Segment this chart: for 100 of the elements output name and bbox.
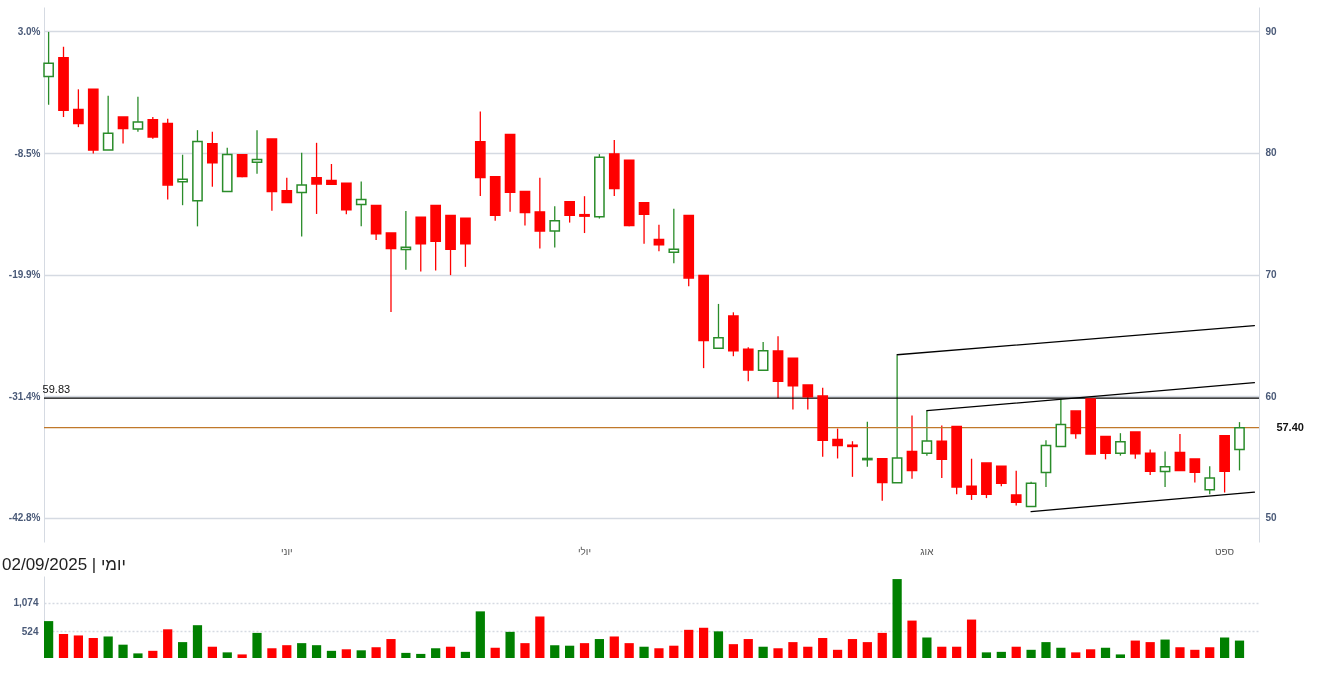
bar — [758, 646, 768, 658]
bar — [1041, 642, 1051, 658]
candlestick — [1129, 431, 1141, 460]
bar — [1130, 640, 1140, 658]
bar — [222, 652, 232, 658]
x-tick-label: אוג — [920, 545, 935, 557]
candlestick — [43, 31, 54, 106]
candlestick — [534, 177, 546, 250]
bar — [282, 645, 292, 658]
bar — [1071, 652, 1081, 658]
bar — [1086, 649, 1096, 658]
candlestick — [713, 303, 724, 349]
bar — [937, 646, 947, 658]
bar — [163, 629, 173, 658]
bar — [431, 648, 441, 658]
y2-tick-label: -31.4% — [8, 391, 41, 403]
bar — [818, 638, 828, 658]
bar — [416, 653, 426, 658]
bar — [698, 627, 709, 658]
candlestick — [668, 208, 680, 264]
bar — [788, 642, 798, 658]
bar — [520, 643, 530, 658]
bar — [713, 631, 724, 658]
x-tick-label: ספט — [1215, 545, 1235, 557]
y2-tick-label: -42.8% — [8, 512, 41, 524]
y-tick-label: 90 — [1265, 25, 1278, 37]
bar — [832, 649, 843, 658]
candlestick — [742, 346, 754, 382]
bar — [88, 638, 98, 658]
candlestick — [802, 384, 814, 411]
bar — [966, 619, 977, 658]
bar — [445, 646, 456, 658]
bar — [192, 625, 203, 658]
y-tick-label: 524 — [21, 625, 39, 637]
bar — [311, 645, 322, 658]
bar — [118, 644, 128, 658]
bar — [237, 654, 247, 658]
y2-tick-label: -8.5% — [14, 147, 41, 159]
candlestick — [832, 427, 843, 460]
candlestick — [385, 232, 397, 313]
bar — [684, 629, 694, 658]
candlestick — [1174, 433, 1186, 472]
x-tick-label: יולי — [577, 545, 592, 557]
bar — [326, 650, 337, 658]
candlestick — [921, 409, 933, 457]
bar — [73, 635, 83, 658]
bar — [535, 616, 545, 658]
bar — [341, 649, 351, 658]
y-tick-label: 60 — [1265, 390, 1278, 402]
bar — [1011, 646, 1021, 658]
candlestick — [966, 458, 977, 501]
bar — [207, 646, 217, 658]
bar — [1175, 647, 1185, 658]
candlestick — [281, 177, 293, 204]
bar — [594, 639, 605, 658]
candlestick — [995, 465, 1007, 487]
bar — [862, 642, 872, 658]
candlestick — [757, 341, 769, 372]
bar — [371, 647, 381, 658]
candlestick — [519, 190, 531, 227]
candlestick — [132, 96, 144, 133]
bar — [1220, 637, 1230, 658]
candlestick — [1100, 435, 1111, 460]
candlestick — [876, 457, 888, 502]
candlestick — [117, 116, 129, 145]
bar — [401, 652, 411, 658]
y-tick-label: 50 — [1265, 512, 1278, 524]
candlestick — [251, 129, 263, 175]
candlestick — [1055, 398, 1067, 448]
bar — [669, 645, 679, 658]
bar — [609, 636, 619, 658]
bar — [952, 646, 962, 658]
candlestick — [1025, 481, 1037, 508]
candlestick — [400, 210, 412, 271]
candlestick — [1144, 448, 1156, 476]
bar — [267, 648, 277, 658]
candlestick — [1204, 465, 1216, 495]
bar — [356, 650, 366, 658]
bar — [847, 639, 858, 658]
bar — [475, 611, 485, 658]
bar — [103, 636, 113, 658]
bar — [460, 651, 471, 658]
bar — [148, 650, 158, 658]
bar — [981, 652, 992, 658]
bar — [565, 645, 575, 658]
bar — [624, 643, 634, 658]
candlestick — [1189, 458, 1201, 484]
bar — [1056, 647, 1066, 658]
candlestick — [102, 95, 114, 151]
bar — [1190, 649, 1200, 658]
bar — [1026, 649, 1036, 658]
y2-tick-label: -19.9% — [8, 269, 41, 280]
bar — [639, 646, 649, 658]
candlestick — [311, 142, 322, 215]
bar — [252, 632, 262, 658]
bar — [1205, 647, 1215, 658]
bar — [133, 653, 143, 658]
bar — [579, 643, 590, 658]
candlestick — [1234, 421, 1245, 472]
bar — [654, 648, 664, 658]
